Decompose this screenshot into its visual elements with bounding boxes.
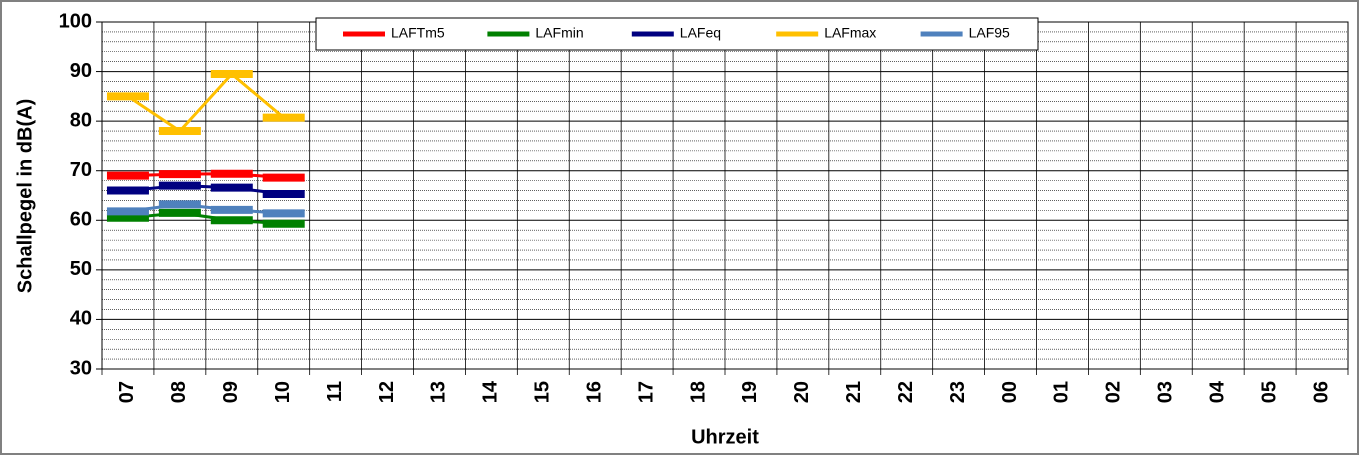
y-tick-label: 30 — [70, 357, 92, 379]
x-tick-label: 08 — [168, 381, 190, 403]
x-tick-label: 14 — [480, 380, 502, 403]
y-tick-label: 80 — [70, 109, 92, 131]
x-tick-label: 11 — [324, 381, 346, 402]
x-tick-label: 03 — [1155, 381, 1177, 403]
x-tick-label: 01 — [1051, 381, 1073, 403]
series-line — [127, 202, 284, 215]
x-tick-label: 04 — [1206, 380, 1228, 403]
legend-label: LAFeq — [680, 25, 721, 41]
y-tick-label: 100 — [59, 10, 92, 32]
series-line — [127, 172, 284, 180]
x-tick-label: 17 — [635, 381, 657, 403]
series-line — [127, 71, 285, 134]
series-line — [127, 184, 284, 196]
y-tick-label: 50 — [70, 258, 92, 280]
x-tick-label: 00 — [999, 381, 1021, 403]
legend-label: LAFmax — [824, 25, 876, 41]
x-tick-label: 18 — [687, 381, 709, 403]
x-tick-label: 13 — [428, 381, 450, 403]
x-tick-label: 23 — [947, 381, 969, 403]
x-tick-label: 07 — [116, 381, 138, 403]
legend-label: LAFmin — [535, 25, 583, 41]
y-tick-label: 40 — [70, 308, 92, 330]
x-tick-label: 02 — [1103, 381, 1125, 403]
x-tick-label: 05 — [1258, 381, 1280, 403]
x-tick-label: 09 — [220, 381, 242, 403]
x-tick-label: 22 — [895, 381, 917, 403]
y-axis-label: Schallpegel in dB(A) — [14, 99, 36, 293]
x-tick-label: 21 — [843, 381, 865, 403]
x-tick-label: 20 — [791, 381, 813, 403]
x-tick-label: 06 — [1310, 381, 1332, 403]
legend-label: LAF95 — [969, 25, 1010, 41]
y-tick-label: 60 — [70, 209, 92, 231]
x-tick-label: 16 — [583, 381, 605, 403]
y-tick-label: 90 — [70, 60, 92, 82]
x-tick-label: 19 — [739, 381, 761, 403]
legend-label: LAFTm5 — [391, 25, 445, 41]
legend-box — [315, 17, 1039, 51]
series-line — [127, 211, 284, 226]
x-tick-label: 12 — [376, 381, 398, 403]
y-tick-label: 70 — [70, 159, 92, 181]
x-axis-label: Uhrzeit — [691, 426, 759, 448]
x-tick-label: 15 — [532, 381, 554, 403]
x-tick-label: 10 — [272, 381, 294, 403]
